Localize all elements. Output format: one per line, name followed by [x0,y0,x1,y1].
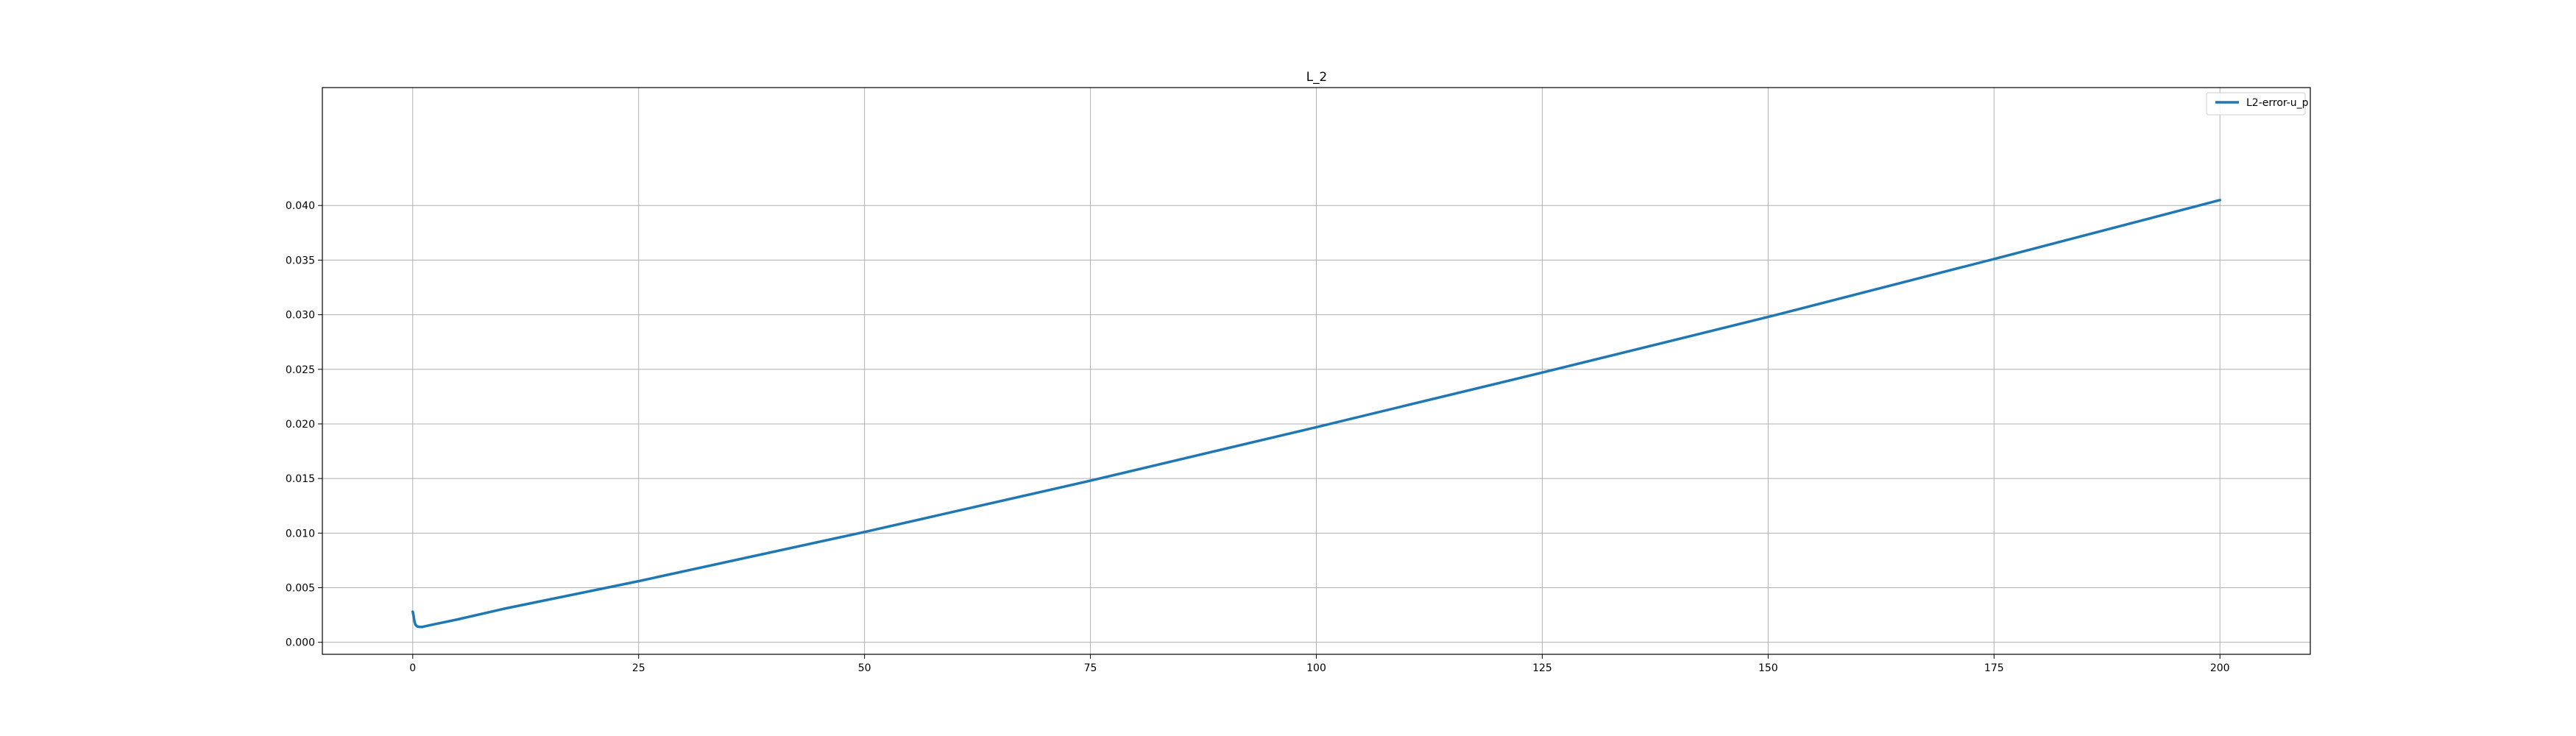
series-layer [411,199,2221,629]
y-tick-label: 0.005 [286,582,315,594]
x-tick-label: 0 [409,662,416,674]
y-tick-label: 0.010 [286,528,315,539]
x-tick-label: 75 [1084,662,1097,674]
x-tick-label: 100 [1306,662,1326,674]
y-tick-label: 0.035 [286,255,315,266]
x-axis-ticks: 0 25 50 75 100 125 150 175 200 [409,654,2230,674]
x-tick-label: 125 [1532,662,1552,674]
y-tick-label: 0.040 [286,200,315,212]
y-axis-ticks: 0.000 0.005 0.010 0.015 0.020 0.025 0.030 0.035… [286,200,322,649]
x-tick-label: 150 [1758,662,1778,674]
x-tick-label: 175 [1984,662,2004,674]
chart-title: L_2 [1306,69,1327,85]
grid [322,88,2310,654]
x-tick-label: 200 [2210,662,2230,674]
plot-frame [322,87,2311,655]
y-tick-label: 0.030 [286,310,315,322]
x-tick-label: 25 [632,662,645,674]
y-tick-label: 0.000 [286,637,315,649]
y-tick-label: 0.025 [286,364,315,376]
y-tick-label: 0.020 [286,419,315,431]
x-tick-label: 50 [858,662,871,674]
legend-box [2206,92,2306,116]
y-tick-label: 0.015 [286,473,315,485]
legend: L2-error-u_p [2206,92,2309,116]
series-line-l2-error-u-p [411,199,2221,629]
legend-label: L2-error-u_p [2246,97,2309,109]
